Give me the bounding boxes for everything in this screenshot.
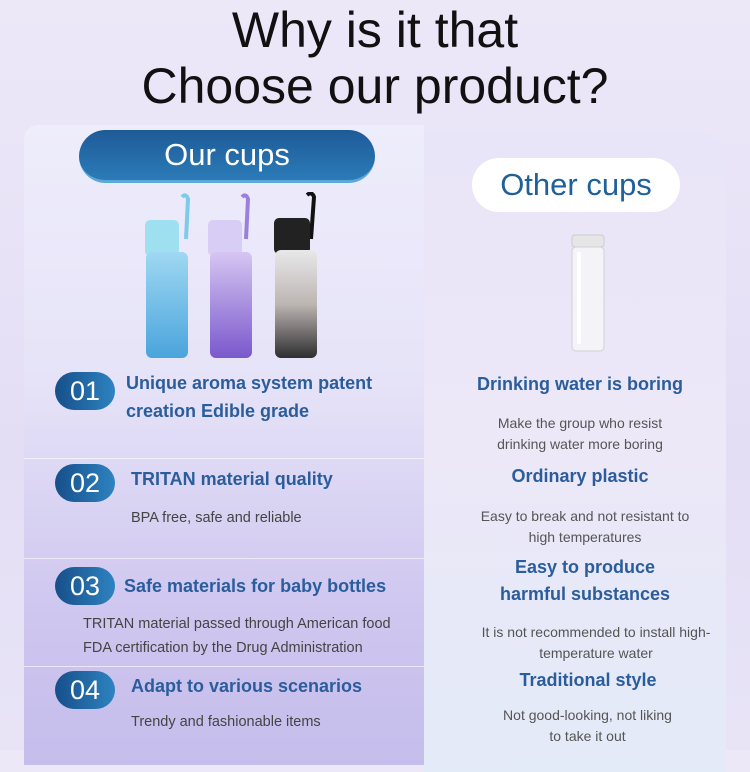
purple-bottle — [208, 193, 252, 358]
our-item-4-text: Trendy and fashionable items — [131, 714, 321, 730]
title-line-2: Choose our product? — [141, 58, 609, 114]
our-cups-label: Our cups — [79, 130, 375, 183]
badge-03: 03 — [55, 567, 115, 605]
our-bottles-image — [145, 192, 317, 358]
badge-01: 01 — [55, 372, 115, 410]
title-line-1: Why is it that — [231, 2, 519, 58]
other-item-3-heading: Easy to produce harmful substances — [499, 557, 671, 604]
plain-bottle-image — [571, 234, 605, 352]
black-bottle — [274, 192, 317, 358]
our-item-3-heading: Safe materials for baby bottles — [124, 576, 387, 596]
other-item-1-heading: Drinking water is boring — [476, 374, 684, 394]
other-cups-label: Other cups — [472, 158, 680, 212]
divider — [24, 558, 424, 559]
other-item-2-text: Easy to break and not resistant to high … — [480, 508, 690, 545]
badge-02: 02 — [55, 464, 115, 502]
our-item-3-text: TRITAN material passed through American … — [83, 616, 391, 656]
other-item-4-heading: Traditional style — [519, 670, 657, 690]
our-item-1-heading: Unique aroma system patent creation Edib… — [126, 373, 373, 421]
our-item-2-text: BPA free, safe and reliable — [131, 510, 302, 526]
other-item-4-text: Not good-looking, not liking to take it … — [503, 707, 672, 744]
other-item-3-text: It is not recommended to install high-te… — [481, 624, 711, 661]
blue-bottle — [145, 193, 191, 358]
other-item-1-text: Make the group who resist drinking water… — [497, 415, 663, 452]
our-item-4-heading: Adapt to various scenarios — [131, 676, 363, 696]
divider — [24, 458, 424, 459]
other-item-2-heading: Ordinary plastic — [511, 466, 649, 486]
our-item-2-heading: TRITAN material quality — [131, 469, 333, 489]
badge-04: 04 — [55, 671, 115, 709]
divider — [24, 666, 424, 667]
